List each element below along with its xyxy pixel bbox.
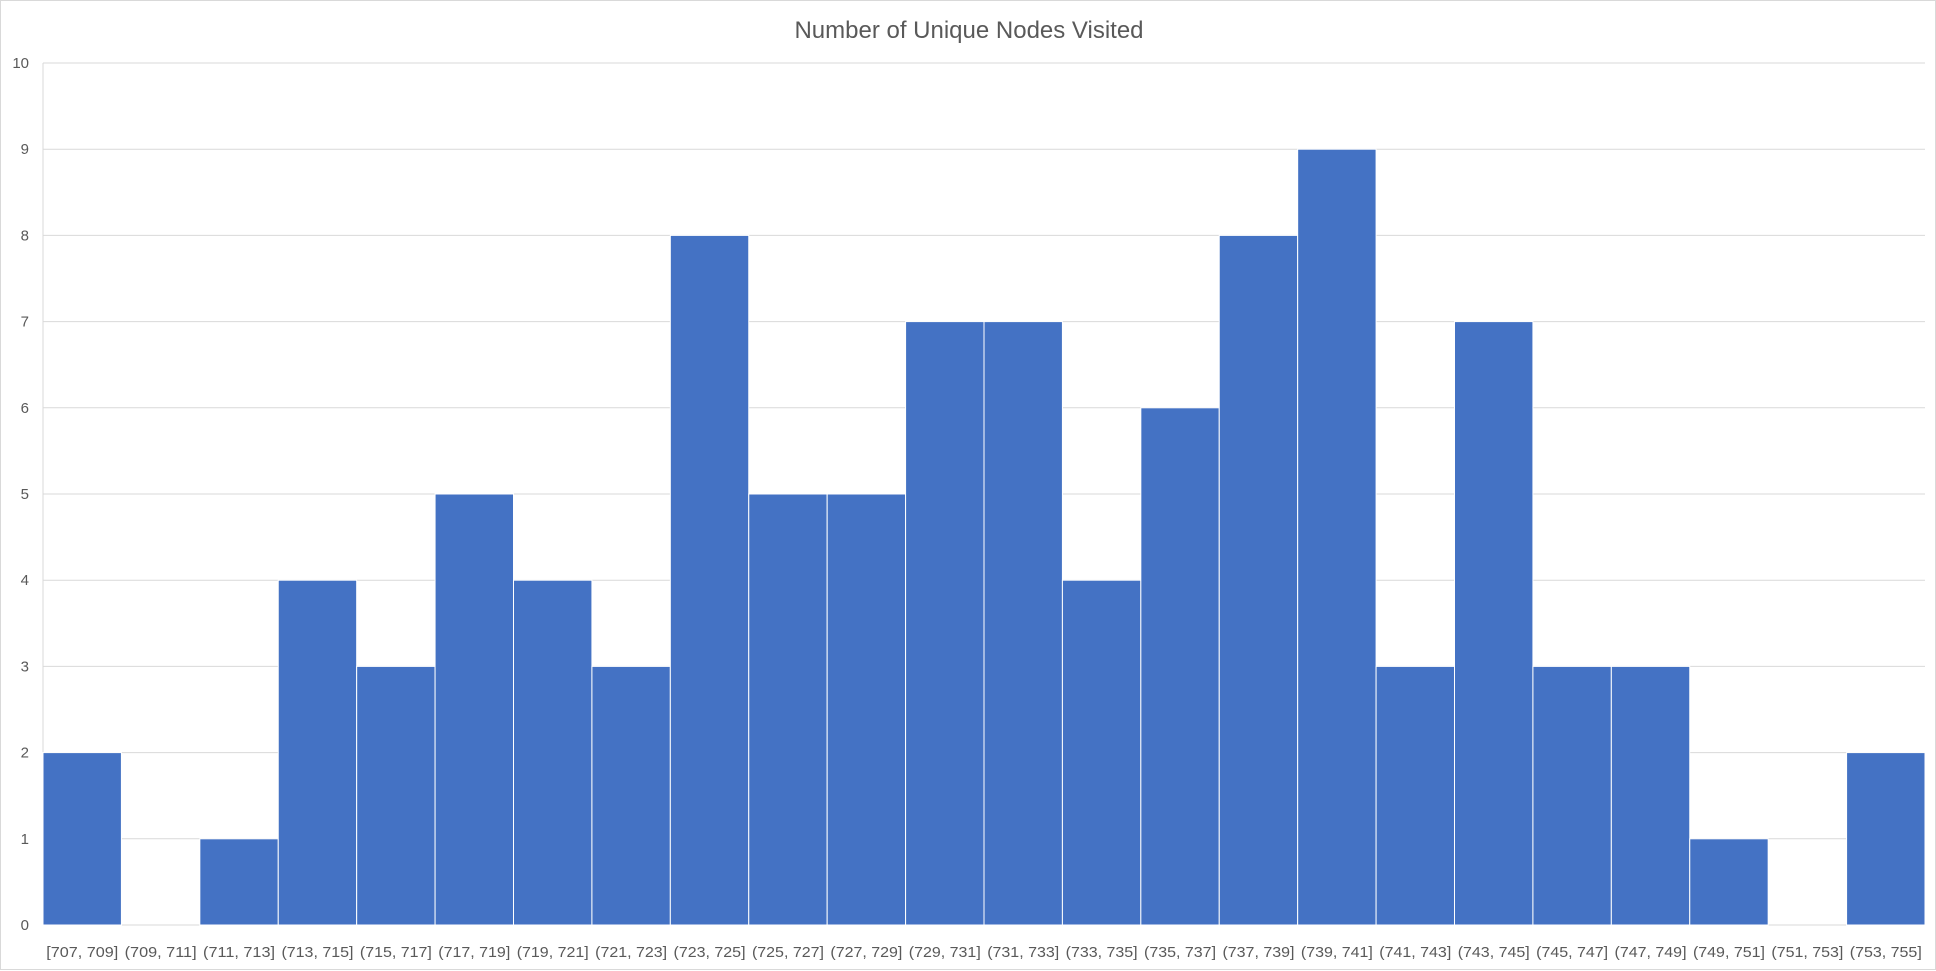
x-tick-label: (717, 719]	[438, 944, 510, 961]
y-tick-label: 8	[21, 227, 29, 244]
x-tick-label: [707, 709]	[46, 944, 118, 961]
histogram-bar	[1375, 665, 1456, 926]
histogram-bar	[826, 493, 907, 926]
x-tick-label: (747, 749]	[1615, 944, 1687, 961]
x-tick-label: (751, 753]	[1771, 944, 1843, 961]
y-tick-label: 2	[21, 745, 29, 762]
histogram-bar	[1610, 665, 1691, 926]
x-tick-label: (729, 731]	[909, 944, 981, 961]
x-tick-label: (731, 733]	[987, 944, 1059, 961]
histogram-bar	[1140, 407, 1220, 926]
x-tick-label: (749, 751]	[1693, 944, 1765, 961]
y-tick-label: 9	[21, 141, 29, 158]
x-axis-tick-labels: [707, 709] (709, 711] (711, 713] (713, 715]…	[46, 944, 1922, 961]
x-tick-label: (741, 743]	[1379, 944, 1451, 961]
bars	[42, 148, 1926, 926]
histogram-bar	[199, 838, 279, 926]
histogram-bar	[748, 493, 828, 926]
y-tick-label: 6	[21, 400, 29, 417]
x-tick-label: (745, 747]	[1536, 944, 1608, 961]
x-tick-label: (713, 715]	[281, 944, 353, 961]
histogram-bar	[1846, 752, 1926, 926]
y-tick-label: 7	[21, 314, 29, 331]
histogram-bar	[513, 579, 593, 926]
x-tick-label: (725, 727]	[752, 944, 824, 961]
histogram-bar	[1689, 838, 1769, 926]
x-tick-label: (709, 711]	[125, 944, 197, 961]
histogram-bar	[669, 234, 750, 926]
chart-title: Number of Unique Nodes Visited	[794, 17, 1143, 44]
histogram-bar	[983, 321, 1063, 926]
histogram-bar	[1454, 321, 1534, 926]
x-tick-label: (737, 739]	[1222, 944, 1294, 961]
histogram-bar	[591, 665, 671, 926]
histogram-bar	[1297, 148, 1377, 926]
x-tick-label: (715, 717]	[360, 944, 432, 961]
histogram-bar	[905, 321, 985, 926]
x-tick-label: (735, 737]	[1144, 944, 1216, 961]
histogram-bar	[277, 579, 358, 926]
histogram-bar	[42, 752, 122, 926]
histogram-bar	[434, 493, 515, 926]
x-tick-label: (711, 713]	[203, 944, 275, 961]
y-tick-label: 5	[21, 486, 29, 503]
y-tick-label: 0	[21, 917, 29, 934]
histogram-bar	[1532, 665, 1612, 926]
x-tick-label: (743, 745]	[1458, 944, 1530, 961]
x-tick-label: (753, 755]	[1850, 944, 1922, 961]
histogram-bar	[1218, 234, 1299, 926]
x-tick-label: (733, 735]	[1066, 944, 1138, 961]
y-tick-label: 3	[21, 658, 29, 675]
histogram-bar	[356, 665, 436, 926]
y-tick-label: 10	[12, 55, 29, 72]
histogram-bar	[1061, 579, 1142, 926]
x-tick-label: (723, 725]	[674, 944, 746, 961]
y-tick-label: 1	[21, 831, 29, 848]
x-tick-label: (727, 729]	[830, 944, 902, 961]
x-tick-label: (719, 721]	[517, 944, 589, 961]
y-axis-tick-labels: 0 1 2 3 4 5 6 7 8 9 10	[12, 55, 29, 934]
y-tick-label: 4	[21, 572, 29, 589]
x-tick-label: (721, 723]	[595, 944, 667, 961]
x-tick-label: (739, 741]	[1301, 944, 1373, 961]
